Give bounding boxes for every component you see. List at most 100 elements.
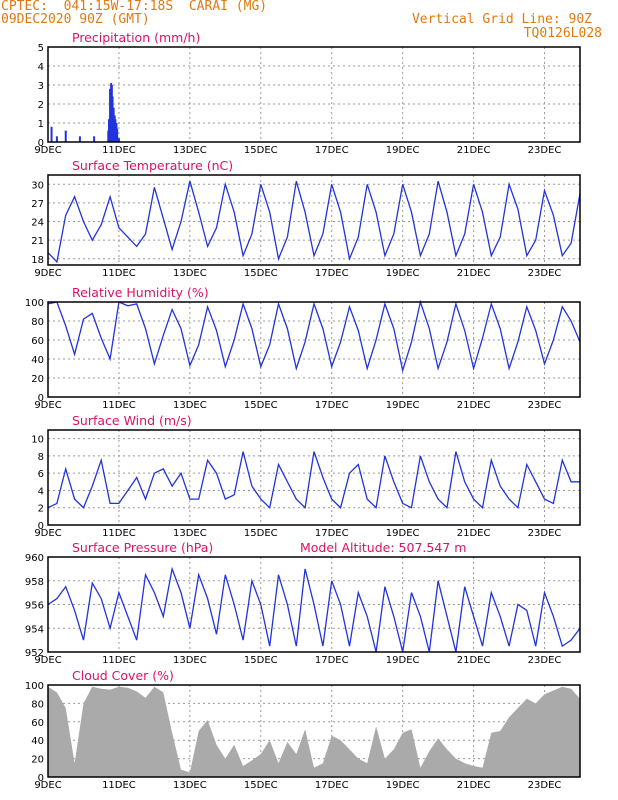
y-tick-label: 27 bbox=[31, 199, 44, 210]
x-tick-label: 23DEC bbox=[528, 780, 562, 791]
y-tick-label: 0 bbox=[38, 138, 44, 149]
series-line bbox=[47, 451, 580, 510]
x-tick-label: 15DEC bbox=[244, 655, 278, 666]
y-tick-label: 60 bbox=[31, 336, 44, 347]
x-tick-label: 9DEC bbox=[34, 655, 61, 666]
precip-bar bbox=[64, 130, 67, 142]
x-tick-label: 15DEC bbox=[244, 145, 278, 156]
y-tick-label: 0 bbox=[38, 773, 44, 784]
x-tick-label: 9DEC bbox=[34, 528, 61, 539]
precip-bar bbox=[93, 136, 96, 142]
y-tick-label: 21 bbox=[31, 236, 44, 247]
panel-annotation: Model Altitude: 507.547 m bbox=[300, 540, 466, 555]
x-tick-label: 11DEC bbox=[102, 655, 136, 666]
y-tick-label: 5 bbox=[38, 43, 44, 54]
x-tick-label: 23DEC bbox=[528, 145, 562, 156]
x-tick-label: 15DEC bbox=[244, 400, 278, 411]
x-tick-label: 23DEC bbox=[528, 655, 562, 666]
y-tick-label: 100 bbox=[25, 681, 44, 692]
x-tick-label: 9DEC bbox=[34, 268, 61, 279]
x-tick-label: 21DEC bbox=[457, 528, 491, 539]
y-tick-label: 10 bbox=[31, 435, 44, 446]
x-tick-label: 17DEC bbox=[315, 145, 349, 156]
y-tick-label: 4 bbox=[38, 486, 44, 497]
y-tick-label: 100 bbox=[25, 298, 44, 309]
panel-frame bbox=[47, 429, 581, 526]
panel-title: Precipitation (mm/h) bbox=[72, 30, 200, 45]
x-tick-label: 15DEC bbox=[244, 528, 278, 539]
x-tick-label: 11DEC bbox=[102, 268, 136, 279]
precip-bar bbox=[114, 119, 117, 142]
y-tick-label: 20 bbox=[31, 374, 44, 385]
y-tick-label: 40 bbox=[31, 355, 44, 366]
header-right-2: TQ0126L028 bbox=[523, 26, 602, 41]
x-tick-label: 21DEC bbox=[457, 145, 491, 156]
y-tick-label: 960 bbox=[25, 553, 44, 564]
y-tick-label: 30 bbox=[31, 180, 44, 191]
x-tick-label: 21DEC bbox=[457, 780, 491, 791]
x-tick-label: 17DEC bbox=[315, 400, 349, 411]
x-tick-label: 23DEC bbox=[528, 528, 562, 539]
x-tick-label: 13DEC bbox=[173, 145, 207, 156]
x-tick-label: 19DEC bbox=[386, 400, 420, 411]
y-tick-label: 2 bbox=[38, 100, 44, 111]
y-tick-label: 2 bbox=[38, 504, 44, 515]
header-line-2: 09DEC2020 90Z (GMT) bbox=[1, 12, 150, 27]
x-tick-label: 11DEC bbox=[102, 780, 136, 791]
x-tick-label: 21DEC bbox=[457, 268, 491, 279]
x-tick-label: 11DEC bbox=[102, 400, 136, 411]
x-tick-label: 19DEC bbox=[386, 528, 420, 539]
x-tick-label: 21DEC bbox=[457, 400, 491, 411]
x-tick-label: 21DEC bbox=[457, 655, 491, 666]
panel-title: Surface Wind (m/s) bbox=[72, 413, 192, 428]
panel-title: Cloud Cover (%) bbox=[72, 668, 174, 683]
y-tick-label: 80 bbox=[31, 317, 44, 328]
x-tick-label: 19DEC bbox=[386, 145, 420, 156]
x-tick-label: 19DEC bbox=[386, 655, 420, 666]
y-tick-label: 954 bbox=[25, 624, 44, 635]
precip-bar bbox=[112, 107, 115, 142]
y-tick-label: 8 bbox=[38, 452, 44, 463]
panel-frame bbox=[47, 174, 581, 266]
panel-title: Surface Temperature (nC) bbox=[72, 158, 233, 173]
x-tick-label: 23DEC bbox=[528, 400, 562, 411]
x-tick-label: 15DEC bbox=[244, 780, 278, 791]
series-line bbox=[47, 566, 581, 653]
x-tick-label: 17DEC bbox=[315, 655, 349, 666]
header-line-1: CPTEC: 041:15W-17:18S CARAI (MG) bbox=[1, 0, 268, 14]
series-line bbox=[47, 181, 581, 264]
x-tick-label: 19DEC bbox=[386, 268, 420, 279]
x-tick-label: 13DEC bbox=[173, 655, 207, 666]
y-tick-label: 24 bbox=[31, 218, 44, 229]
precip-bar bbox=[117, 138, 120, 142]
series-line bbox=[47, 299, 581, 373]
x-tick-label: 13DEC bbox=[173, 268, 207, 279]
x-tick-label: 17DEC bbox=[315, 780, 349, 791]
panel-title: Surface Pressure (hPa) bbox=[72, 540, 213, 555]
x-tick-label: 23DEC bbox=[528, 268, 562, 279]
y-tick-label: 40 bbox=[31, 736, 44, 747]
y-tick-label: 6 bbox=[38, 469, 44, 480]
x-tick-label: 15DEC bbox=[244, 268, 278, 279]
precip-bar bbox=[109, 88, 112, 142]
precip-bar bbox=[55, 136, 58, 142]
x-tick-label: 11DEC bbox=[102, 145, 136, 156]
y-tick-label: 18 bbox=[31, 255, 44, 266]
precip-bar bbox=[108, 119, 111, 142]
header-right-1: Vertical Grid Line: 90Z bbox=[411, 12, 592, 27]
precip-bar bbox=[116, 128, 119, 142]
x-tick-label: 9DEC bbox=[34, 145, 61, 156]
panel-frame bbox=[47, 46, 581, 143]
y-tick-label: 0 bbox=[38, 521, 44, 532]
cloud-area bbox=[48, 686, 580, 777]
y-tick-label: 956 bbox=[25, 601, 44, 612]
x-tick-label: 9DEC bbox=[34, 400, 61, 411]
x-tick-label: 13DEC bbox=[173, 528, 207, 539]
x-tick-label: 11DEC bbox=[102, 528, 136, 539]
y-tick-label: 958 bbox=[25, 577, 44, 588]
y-tick-label: 1 bbox=[38, 119, 44, 130]
y-tick-label: 0 bbox=[38, 393, 44, 404]
y-tick-label: 60 bbox=[31, 718, 44, 729]
precip-bar bbox=[50, 126, 53, 142]
